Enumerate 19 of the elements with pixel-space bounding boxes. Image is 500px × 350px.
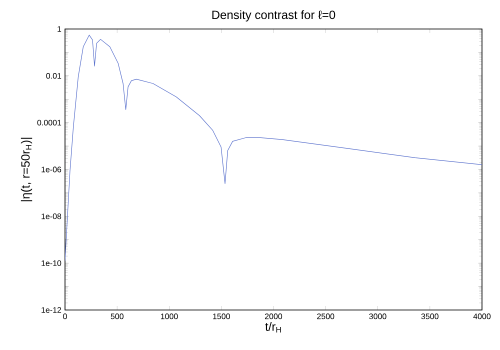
y-tick-label: 1e-06 <box>42 166 62 172</box>
y-tick-label: 1e-10 <box>42 260 62 266</box>
x-tick-label: 0 <box>63 314 67 320</box>
y-tick-label: 0.0001 <box>37 120 62 126</box>
y-tick-label: 0.01 <box>46 73 62 79</box>
x-tick-label: 2500 <box>317 314 334 320</box>
x-axis-title: t/r$_{H}$ <box>265 322 281 333</box>
chart-title: Density contrast for ℓ=0 <box>212 10 336 22</box>
y-tick-label: 1e-08 <box>42 213 62 220</box>
y-tick-label: 1e-12 <box>42 307 62 313</box>
x-tick-label: 2000 <box>265 314 282 320</box>
y-tick-label: 1 <box>58 26 62 32</box>
x-tick-label: 3000 <box>369 314 386 320</box>
y-axis-title: |η(t, r=50r$_{H}$)| <box>20 138 32 202</box>
x-tick-label: 4000 <box>473 314 491 320</box>
x-tick-label: 1500 <box>213 314 230 320</box>
x-tick-label: 500 <box>110 314 124 320</box>
x-tick-label: 1000 <box>160 314 178 320</box>
x-tick-label: 3500 <box>421 314 438 320</box>
